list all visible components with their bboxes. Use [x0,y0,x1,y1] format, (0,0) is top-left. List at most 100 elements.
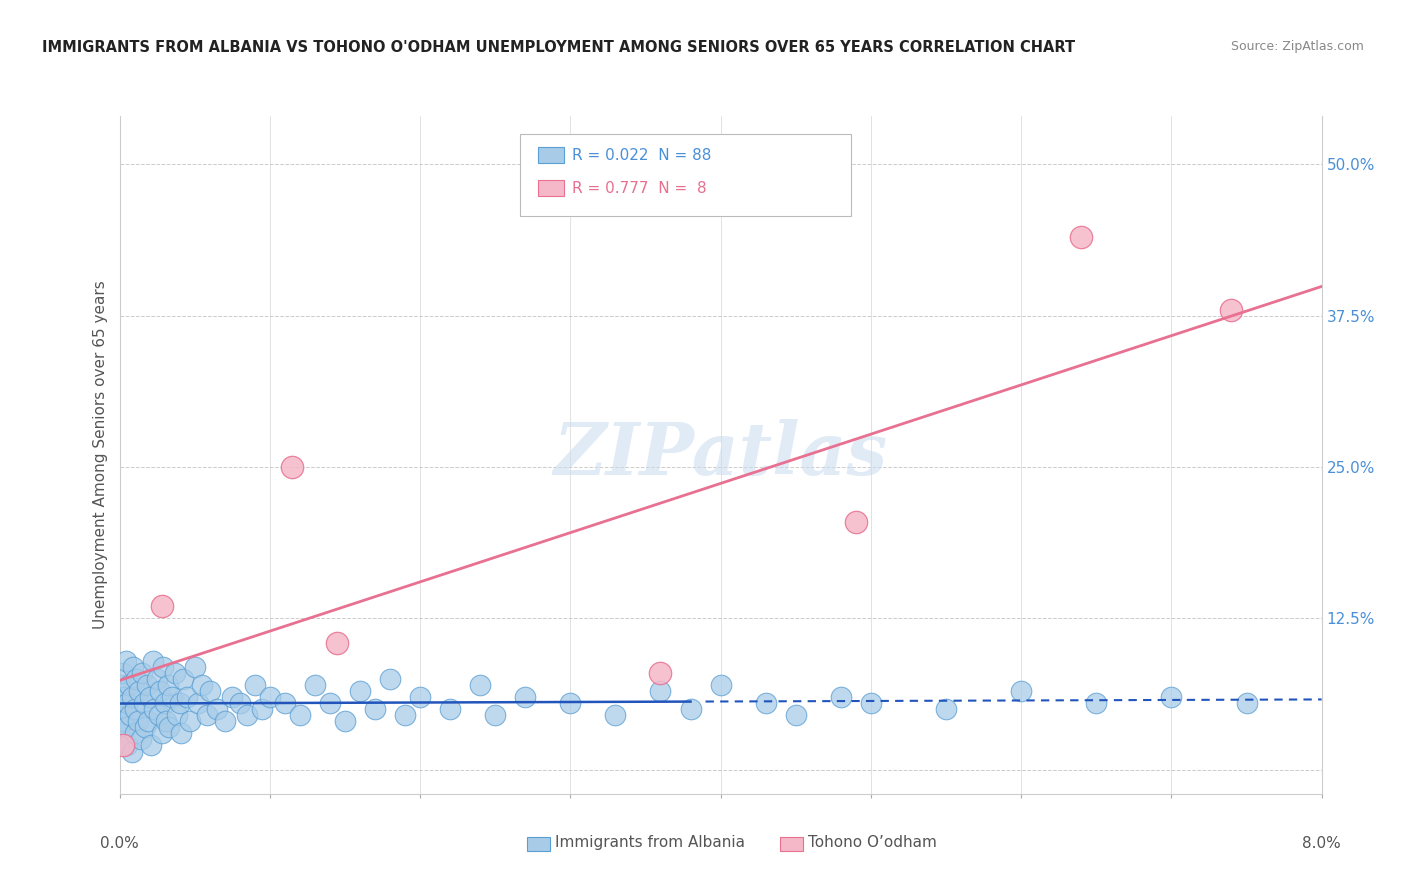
Point [191,678,214,692]
Point [560,696,582,710]
Point [281,460,304,475]
Point [132,696,155,710]
Point [176,690,198,704]
Point [136,714,159,729]
Point [830,690,852,704]
Point [439,702,461,716]
Point [146,672,169,686]
Point [845,515,868,529]
Point [252,702,274,716]
Point [274,696,297,710]
Point [1085,696,1108,710]
Point [484,708,506,723]
Y-axis label: Unemployment Among Seniors over 65 years: Unemployment Among Seniors over 65 years [93,281,108,629]
Text: R = 0.022  N = 88: R = 0.022 N = 88 [572,148,711,162]
Point [187,696,209,710]
Point [134,720,156,734]
Point [170,726,193,740]
Point [195,708,218,723]
Point [129,732,152,747]
Point [236,708,259,723]
Point [118,708,141,723]
Point [394,708,416,723]
Point [228,696,252,710]
Point [319,696,342,710]
Point [124,726,146,740]
Point [709,678,731,692]
Point [114,654,136,668]
Point [131,665,153,680]
Point [650,665,672,680]
Point [1070,230,1092,244]
Point [650,684,672,698]
Point [138,690,160,704]
Point [135,678,157,692]
Point [364,702,387,716]
Point [221,690,243,704]
Point [115,739,138,753]
Point [349,684,371,698]
Point [152,660,174,674]
Text: Tohono O’odham: Tohono O’odham [808,835,938,849]
Point [108,702,131,716]
Point [143,702,166,716]
Point [205,702,228,716]
Text: Immigrants from Albania: Immigrants from Albania [555,835,745,849]
Point [1160,690,1182,704]
Point [166,708,188,723]
Point [153,696,176,710]
Point [378,672,401,686]
Point [179,714,201,729]
Point [121,690,143,704]
Text: ZIPatlas: ZIPatlas [554,419,887,491]
Point [142,654,165,668]
Point [243,678,266,692]
Point [124,702,146,716]
Point [288,708,311,723]
Point [160,690,183,704]
Point [111,714,134,729]
Point [114,720,136,734]
Point [150,726,173,740]
Point [169,696,191,710]
Text: 8.0%: 8.0% [1302,837,1341,851]
Point [155,714,177,729]
Point [139,739,162,753]
Point [468,678,492,692]
Point [755,696,778,710]
Point [183,660,205,674]
Point [128,684,150,698]
Text: IMMIGRANTS FROM ALBANIA VS TOHONO O'ODHAM UNEMPLOYMENT AMONG SENIORS OVER 65 YEA: IMMIGRANTS FROM ALBANIA VS TOHONO O'ODHA… [42,40,1076,55]
Point [214,714,236,729]
Point [122,660,145,674]
Point [117,678,139,692]
Point [785,708,807,723]
Point [111,739,134,753]
Point [121,744,143,758]
Point [198,684,221,698]
Point [679,702,702,716]
Point [1010,684,1032,698]
Point [108,678,131,692]
Point [409,690,432,704]
Text: R = 0.777  N =  8: R = 0.777 N = 8 [572,181,707,195]
Point [127,714,149,729]
Point [605,708,627,723]
Point [935,702,957,716]
Point [156,678,179,692]
Point [515,690,537,704]
Point [112,690,135,704]
Point [259,690,281,704]
Point [157,720,180,734]
Point [859,696,882,710]
Point [304,678,326,692]
Point [333,714,356,729]
Point [111,665,134,680]
Text: 0.0%: 0.0% [100,837,139,851]
Point [326,635,349,649]
Point [1220,302,1243,317]
Point [115,696,138,710]
Text: Source: ZipAtlas.com: Source: ZipAtlas.com [1230,40,1364,54]
Point [1236,696,1258,710]
Point [148,708,170,723]
